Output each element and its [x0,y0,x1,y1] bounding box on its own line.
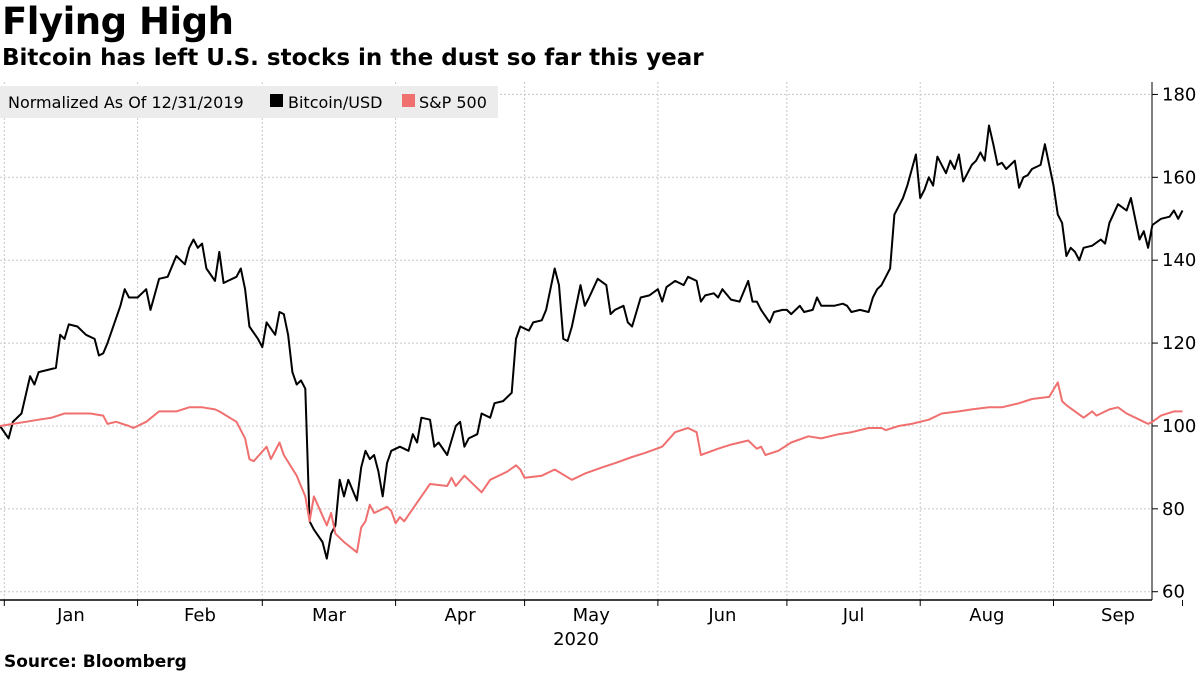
y-tick-label-80: 80 [1162,499,1185,520]
series-line-bitcoin [0,124,1184,560]
legend-entry-sp500: S&P 500 [419,93,487,112]
x-tick-label-sep: Sep [1101,605,1135,626]
grid [0,82,1152,600]
x-tick-label-apr: Apr [445,605,477,626]
x-tick-label-feb: Feb [184,605,216,626]
x-axis-year-label: 2020 [553,629,599,650]
legend-swatch-sp500 [402,94,415,107]
x-tick-label-jan: Jan [56,605,85,626]
source-note: Source: Bloomberg [4,652,187,672]
legend: Normalized As Of 12/31/2019 Bitcoin/USD … [0,86,498,118]
x-tick-label-may: May [573,605,611,626]
axes: 60 80 100 120 140 160 180 Jan Feb Mar Apr May Jun Jul… [0,82,1196,626]
y-tick-label-60: 60 [1162,582,1185,603]
x-tick-label-jun: Jun [707,605,736,626]
chart-title: Flying High [2,0,234,43]
x-tick-label-mar: Mar [312,605,347,626]
y-tick-label-140: 140 [1162,250,1196,271]
y-tick-label-160: 160 [1162,167,1196,188]
x-tick-label-jul: Jul [842,605,865,626]
x-tick-label-aug: Aug [969,605,1004,626]
legend-normalized-label: Normalized As Of 12/31/2019 [8,93,244,112]
chart-subtitle: Bitcoin has left U.S. stocks in the dust… [2,45,704,71]
y-tick-label-100: 100 [1162,416,1196,437]
legend-swatch-bitcoin [270,94,283,107]
legend-entry-bitcoin: Bitcoin/USD [288,93,382,112]
series-line-sp500 [0,381,1183,554]
y-tick-label-120: 120 [1162,333,1196,354]
series-lines [0,124,1184,560]
y-tick-label-180: 180 [1162,84,1196,105]
